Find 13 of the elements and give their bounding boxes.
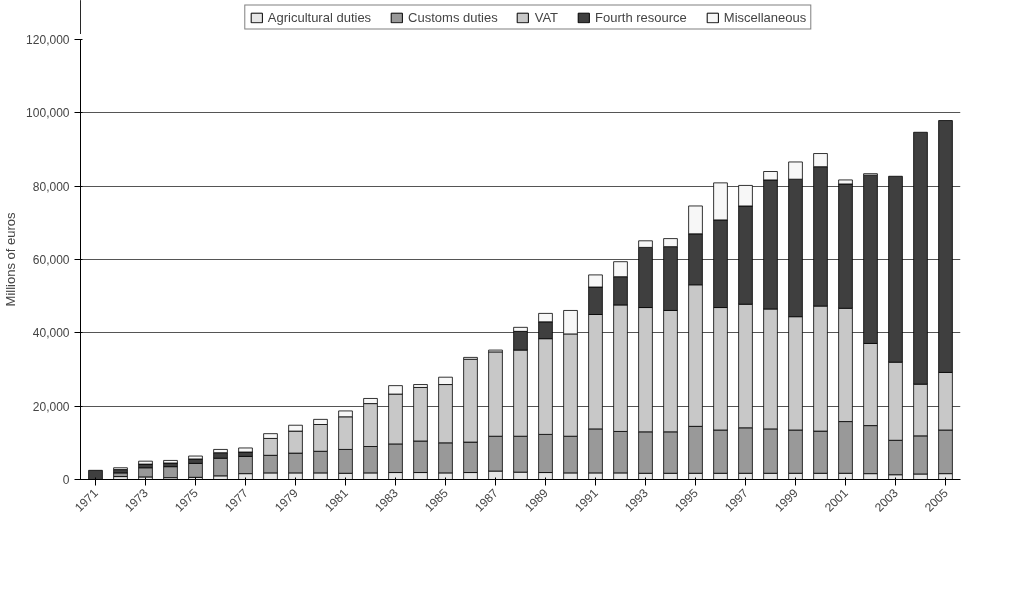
- y-tick-label: 0: [62, 473, 70, 487]
- y-tick-label: 100,000: [26, 106, 70, 121]
- y-tick-label: 20,000: [32, 399, 70, 414]
- legend-label: VAT: [534, 9, 559, 25]
- legend-label: Customs duties: [408, 9, 498, 25]
- y-axis-title: Millions of euros: [3, 212, 19, 307]
- legend-label: Fourth resource: [595, 9, 687, 25]
- y-tick-label: 120,000: [26, 33, 70, 47]
- y-tick-label: 80,000: [32, 179, 70, 194]
- legend-label: Agricultural duties: [267, 9, 372, 25]
- y-tick-label: 60,000: [32, 253, 70, 267]
- legend-label: Miscellaneous: [723, 9, 807, 25]
- y-tick-label: 40,000: [32, 326, 70, 341]
